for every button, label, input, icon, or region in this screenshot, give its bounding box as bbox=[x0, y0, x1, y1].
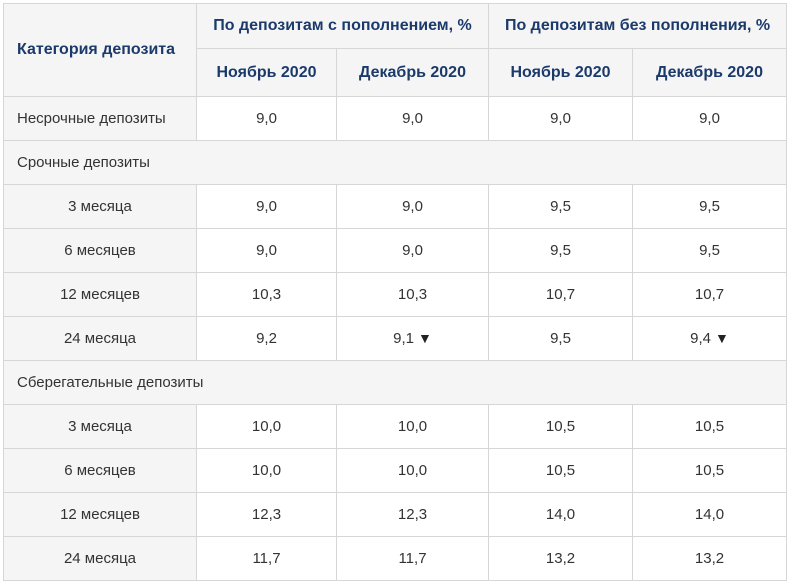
table-row: 6 месяцев 9,0 9,0 9,5 9,5 bbox=[3, 228, 787, 273]
rate-cell: 10,7 bbox=[631, 272, 787, 317]
header-month: Ноябрь 2020 bbox=[488, 48, 633, 97]
down-triangle-icon: ▼ bbox=[715, 330, 729, 346]
row-label: 3 месяца bbox=[3, 184, 197, 229]
rate-cell: 10,0 bbox=[336, 404, 489, 449]
header-category: Категория депозита bbox=[3, 3, 197, 97]
rate-cell: 9,1 ▼ bbox=[336, 316, 489, 361]
rate-cell: 9,0 bbox=[336, 184, 489, 229]
rate-cell: 10,3 bbox=[196, 272, 337, 317]
rate-cell: 9,0 bbox=[631, 96, 787, 141]
row-label: 12 месяцев bbox=[3, 272, 197, 317]
section-row-savings: Сберегательные депозиты bbox=[2, 360, 787, 405]
rate-cell: 10,5 bbox=[488, 448, 633, 493]
row-label: 3 месяца bbox=[3, 404, 197, 449]
rate-cell: 9,4 ▼ bbox=[631, 316, 787, 361]
rate-cell: 10,5 bbox=[488, 404, 633, 449]
row-label: 6 месяцев bbox=[3, 448, 197, 493]
section-row-term: Срочные депозиты bbox=[2, 140, 787, 185]
rate-cell: 9,5 bbox=[488, 184, 633, 229]
table-row: 24 месяца 9,2 9,1 ▼ 9,5 9,4 ▼ bbox=[3, 316, 787, 361]
table-row: 12 месяцев 10,3 10,3 10,7 10,7 bbox=[3, 272, 787, 317]
table-row: 12 месяцев 12,3 12,3 14,0 14,0 bbox=[3, 492, 787, 537]
rate-cell: 9,5 bbox=[631, 228, 787, 273]
rate-cell: 14,0 bbox=[488, 492, 633, 537]
rate-cell: 10,0 bbox=[196, 404, 337, 449]
rate-value: 9,1 bbox=[393, 330, 414, 347]
rate-cell: 10,0 bbox=[336, 448, 489, 493]
down-triangle-icon: ▼ bbox=[418, 330, 432, 346]
rate-cell: 9,0 bbox=[488, 96, 633, 141]
header-month: Ноябрь 2020 bbox=[196, 48, 337, 97]
rate-cell: 10,7 bbox=[488, 272, 633, 317]
rate-cell: 10,0 bbox=[196, 448, 337, 493]
header-with-replenishment: По депозитам с пополнением, % bbox=[196, 3, 489, 49]
rate-cell: 9,0 bbox=[196, 96, 337, 141]
rate-cell: 13,2 bbox=[488, 536, 633, 581]
row-label: 24 месяца bbox=[3, 536, 197, 581]
table-row: 3 месяца 10,0 10,0 10,5 10,5 bbox=[3, 404, 787, 449]
header-row-groups: Категория депозита По депозитам с пополн… bbox=[3, 3, 787, 97]
table-row: 6 месяцев 10,0 10,0 10,5 10,5 bbox=[3, 448, 787, 493]
rate-cell: 9,5 bbox=[631, 184, 787, 229]
rate-cell: 9,0 bbox=[336, 228, 489, 273]
header-row-months: Ноябрь 2020 Декабрь 2020 Ноябрь 2020 Дек… bbox=[4, 48, 787, 97]
table-row: 24 месяца 11,7 11,7 13,2 13,2 bbox=[3, 536, 787, 581]
table-row: 3 месяца 9,0 9,0 9,5 9,5 bbox=[3, 184, 787, 229]
rate-cell: 9,0 bbox=[196, 228, 337, 273]
row-label: 6 месяцев bbox=[3, 228, 197, 273]
rate-cell: 9,0 bbox=[196, 184, 337, 229]
deposit-rates-table: Категория депозита По депозитам с пополн… bbox=[2, 3, 787, 581]
row-label: 24 месяца bbox=[3, 316, 197, 361]
rate-cell: 12,3 bbox=[336, 492, 489, 537]
rate-cell: 10,5 bbox=[631, 404, 787, 449]
rate-cell: 9,0 bbox=[336, 96, 489, 141]
row-label: Несрочные депозиты bbox=[3, 96, 197, 141]
rate-cell: 13,2 bbox=[631, 536, 787, 581]
rate-value: 9,4 bbox=[690, 330, 711, 347]
rate-cell: 10,5 bbox=[631, 448, 787, 493]
rate-cell: 12,3 bbox=[196, 492, 337, 537]
section-label: Срочные депозиты bbox=[2, 140, 787, 185]
section-label: Сберегательные депозиты bbox=[2, 360, 787, 405]
rate-cell: 9,2 bbox=[196, 316, 337, 361]
rate-cell: 9,5 bbox=[488, 228, 633, 273]
header-without-replenishment: По депозитам без пополнения, % bbox=[487, 3, 787, 49]
rate-cell: 9,5 bbox=[488, 316, 633, 361]
rate-cell: 10,3 bbox=[336, 272, 489, 317]
rate-cell: 11,7 bbox=[196, 536, 337, 581]
row-label: 12 месяцев bbox=[3, 492, 197, 537]
table-row: Несрочные депозиты 9,0 9,0 9,0 9,0 bbox=[3, 96, 787, 141]
header-month: Декабрь 2020 bbox=[336, 48, 489, 97]
rate-cell: 14,0 bbox=[631, 492, 787, 537]
header-month: Декабрь 2020 bbox=[631, 48, 787, 97]
rate-cell: 11,7 bbox=[336, 536, 489, 581]
